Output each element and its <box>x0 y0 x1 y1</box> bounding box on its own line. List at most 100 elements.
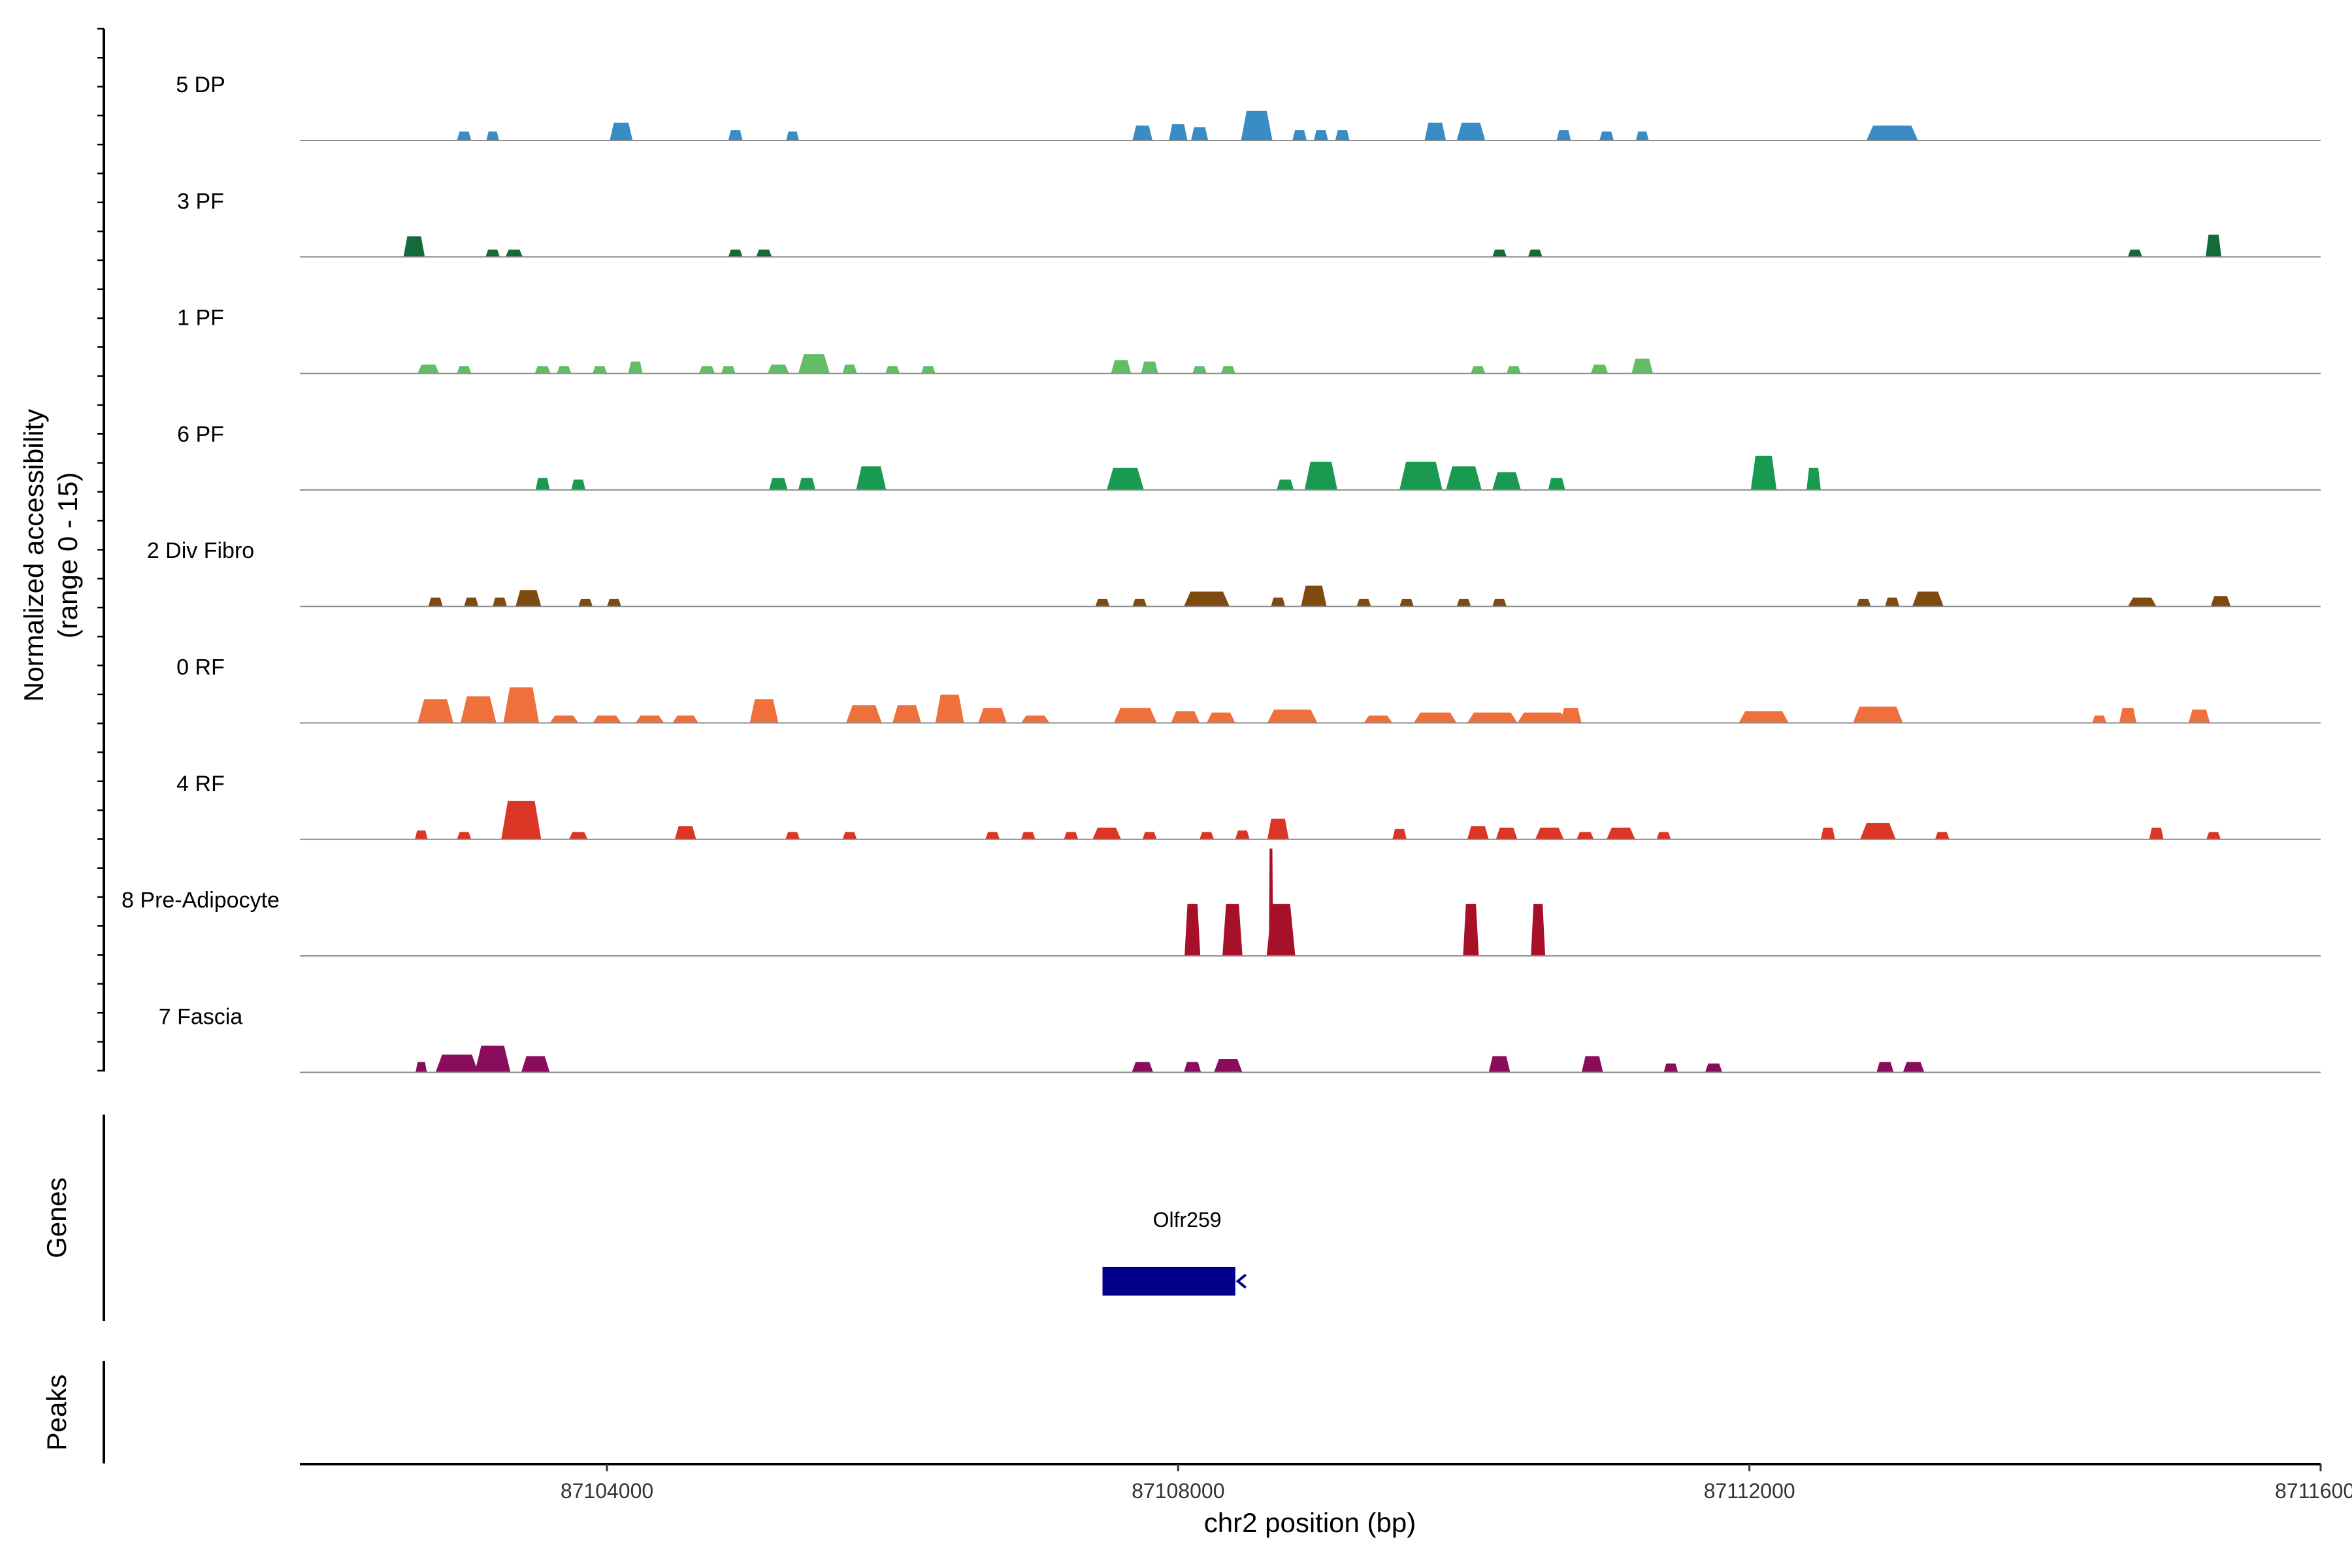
coverage-peak-1-pf-8 <box>767 365 789 374</box>
coverage-peak-4-rf-20 <box>1607 827 1635 840</box>
coverage-peak-2-div-fibro-7 <box>1132 598 1147 607</box>
coverage-peak-7-fascia-6 <box>1214 1059 1243 1073</box>
coverage-peak-0-rf-0 <box>417 699 453 723</box>
coverage-peak-5-dp-15 <box>1599 131 1614 140</box>
coverage-peak-2-div-fibro-4 <box>578 598 593 607</box>
genes-panel: Olfr259 <box>1102 1208 1247 1296</box>
coverage-peak-1-pf-6 <box>698 366 715 374</box>
coverage-peak-5-dp-0 <box>457 131 472 140</box>
coverage-peak-4-rf-21 <box>1656 832 1671 840</box>
track-label-5-dp: 5 DP <box>176 73 225 97</box>
coverage-peak-2-div-fibro-15 <box>1856 598 1871 607</box>
track-0-rf: 0 RF <box>176 655 2321 724</box>
coverage-peak-0-rf-10 <box>935 694 964 723</box>
coverage-peak-6-pf-11 <box>1548 478 1565 490</box>
coverage-peak-8-pre-adipocyte-1 <box>1222 904 1243 956</box>
coverage-peak-4-rf-3 <box>569 832 588 840</box>
coverage-peak-1-pf-7 <box>721 366 736 374</box>
x-axis-title: chr2 position (bp) <box>1204 1507 1416 1538</box>
coverage-peak-5-dp-5 <box>1132 125 1152 140</box>
coverage-peak-5-dp-14 <box>1556 130 1571 140</box>
coverage-peak-2-div-fibro-12 <box>1399 598 1414 607</box>
track-6-pf: 6 PF <box>177 422 2321 491</box>
coverage-peak-4-rf-18 <box>1535 827 1564 840</box>
coverage-peak-0-rf-4 <box>593 715 621 723</box>
coverage-peak-7-fascia-3 <box>521 1056 550 1073</box>
genes-panel-label: Genes <box>41 1177 72 1258</box>
coverage-peak-4-rf-10 <box>1092 827 1121 840</box>
coverage-peak-0-rf-24 <box>2092 715 2107 723</box>
coverage-peak-2-div-fibro-5 <box>607 598 621 607</box>
coverage-peak-0-rf-21 <box>1560 708 1582 723</box>
coverage-peak-4-rf-19 <box>1576 832 1594 840</box>
coverage-peak-7-fascia-11 <box>1876 1062 1894 1073</box>
coverage-peak-4-rf-12 <box>1200 832 1214 840</box>
coverage-peak-5-dp-12 <box>1424 122 1446 140</box>
track-label-4-rf: 4 RF <box>176 772 225 796</box>
coverage-peak-3-pf-6 <box>1527 250 1543 257</box>
coverage-peak-6-pf-9 <box>1446 466 1482 490</box>
coverage-peak-7-fascia-10 <box>1705 1063 1723 1073</box>
coverage-peak-1-pf-4 <box>593 366 607 374</box>
coverage-peak-3-pf-3 <box>728 250 743 257</box>
coverage-peak-1-pf-10 <box>842 365 857 374</box>
coverage-peak-1-pf-16 <box>1220 366 1235 374</box>
coverage-peak-4-rf-22 <box>1820 827 1835 840</box>
coverage-peak-1-pf-14 <box>1141 361 1158 374</box>
coverage-peak-4-rf-25 <box>2149 827 2164 840</box>
gene-strand-arrow-olfr259 <box>1235 1273 1247 1289</box>
coverage-peak-7-fascia-4 <box>1132 1062 1154 1073</box>
coverage-peak-3-pf-4 <box>756 250 772 257</box>
coverage-peak-7-fascia-9 <box>1663 1063 1678 1073</box>
x-axis-tick-label-2: 87112000 <box>1704 1479 1795 1503</box>
coverage-peak-7-fascia-12 <box>1903 1062 1925 1073</box>
coverage-peak-2-div-fibro-8 <box>1184 591 1230 607</box>
y-axis-title-line2: (range 0 - 15) <box>52 472 83 638</box>
coverage-peak-4-rf-9 <box>1064 832 1079 840</box>
track-2-div-fibro: 2 Div Fibro <box>147 538 2321 608</box>
coverage-peak-6-pf-3 <box>798 478 816 490</box>
coverage-peak-7-fascia-2 <box>474 1045 511 1073</box>
coverage-peak-1-pf-9 <box>798 354 830 374</box>
coverage-peak-2-div-fibro-2 <box>493 597 507 607</box>
coverage-peak-6-pf-2 <box>769 478 788 490</box>
coverage-peak-0-rf-25 <box>2119 708 2136 723</box>
track-label-3-pf: 3 PF <box>177 189 224 214</box>
coverage-peak-6-pf-0 <box>535 478 550 490</box>
coverage-peak-6-pf-10 <box>1492 472 1521 490</box>
coverage-peak-1-pf-13 <box>1111 360 1132 374</box>
coverage-peak-2-div-fibro-1 <box>464 597 479 607</box>
coverage-peak-1-pf-17 <box>1471 366 1486 374</box>
coverage-peak-0-rf-13 <box>1113 708 1157 723</box>
coverage-peak-2-div-fibro-0 <box>428 597 443 607</box>
coverage-peak-4-rf-24 <box>1935 832 1950 840</box>
coverage-peak-1-pf-0 <box>417 365 440 374</box>
coverage-peak-0-rf-14 <box>1171 711 1200 723</box>
coverage-peak-0-rf-18 <box>1414 712 1457 723</box>
coverage-peak-7-fascia-0 <box>416 1062 427 1073</box>
coverage-peak-5-dp-9 <box>1292 130 1307 140</box>
coverage-peak-1-pf-18 <box>1507 366 1521 374</box>
coverage-peak-4-rf-16 <box>1467 826 1489 840</box>
gene-olfr259: Olfr259 <box>1102 1208 1247 1296</box>
coverage-peak-2-div-fibro-18 <box>2127 597 2157 607</box>
track-label-8-pre-adipocyte: 8 Pre-Adipocyte <box>122 888 280 913</box>
coverage-peak-0-rf-23 <box>1853 706 1903 723</box>
coverage-peak-4-rf-0 <box>415 830 428 840</box>
track-label-6-pf: 6 PF <box>177 422 224 447</box>
coverage-peak-4-rf-7 <box>985 832 1000 840</box>
coverage-peak-1-pf-5 <box>628 361 643 374</box>
x-axis-ticks: 87104000 87108000 87112000 87116000 <box>561 1464 2352 1503</box>
track-label-2-div-fibro: 2 Div Fibro <box>147 538 254 563</box>
coverage-peak-5-dp-10 <box>1314 130 1328 140</box>
coverage-peak-2-div-fibro-13 <box>1456 598 1471 607</box>
coverage-peak-5-dp-1 <box>486 131 499 140</box>
coverage-peak-4-rf-5 <box>785 832 800 840</box>
coverage-peak-3-pf-1 <box>485 250 500 257</box>
coverage-peak-4-rf-2 <box>501 800 542 840</box>
coverage-peak-0-rf-8 <box>846 705 882 723</box>
coverage-peak-8-pre-adipocyte-3 <box>1269 848 1273 956</box>
coverage-peak-5-dp-6 <box>1169 124 1188 140</box>
coverage-peak-7-fascia-5 <box>1184 1062 1201 1073</box>
